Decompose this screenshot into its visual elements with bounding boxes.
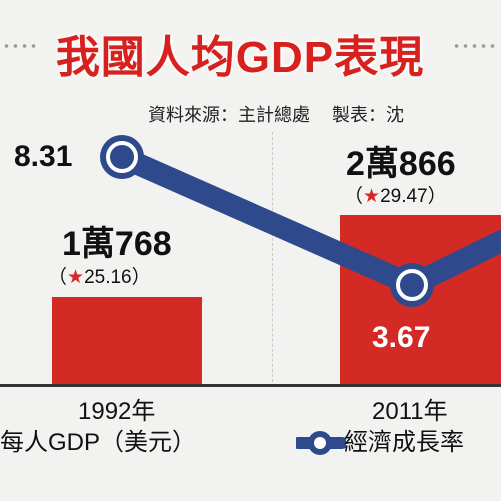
legend-line-series: 經濟成長率 <box>296 428 501 458</box>
bar-value-label-2011: 2萬866 <box>346 145 456 183</box>
legend-marker-icon <box>296 431 346 455</box>
source-label: 資料來源：主計總處 <box>148 105 310 125</box>
growth-line-segment <box>111 146 423 296</box>
x-axis-baseline <box>0 384 501 387</box>
rate-label-1992: 8.31 <box>14 140 73 173</box>
title-dots-right <box>452 43 498 49</box>
chart-title: 我國人均GDP表現 <box>55 33 425 82</box>
growth-point-ring-2011 <box>396 269 428 301</box>
legend-bar-series: 每人GDP（美元） <box>0 429 197 456</box>
category-label-1992: 1992年 <box>78 398 156 425</box>
category-divider <box>272 132 273 387</box>
growth-point-ring-1992 <box>106 141 138 173</box>
title-dots-left <box>2 43 36 49</box>
rate-label-2011: 3.67 <box>372 321 431 354</box>
legend-line-label: 經濟成長率 <box>344 429 464 456</box>
growth-note-2011: （★29.47） <box>344 186 447 207</box>
source-line: 資料來源：主計總處 製表：沈 <box>148 103 501 127</box>
bar-value-label-1992: 1萬768 <box>62 225 172 264</box>
category-label-2011: 2011年 <box>372 398 448 425</box>
growth-note-1992: （★25.16） <box>48 267 151 289</box>
bar-1992 <box>52 297 202 385</box>
maker-label: 製表：沈 <box>332 105 404 125</box>
